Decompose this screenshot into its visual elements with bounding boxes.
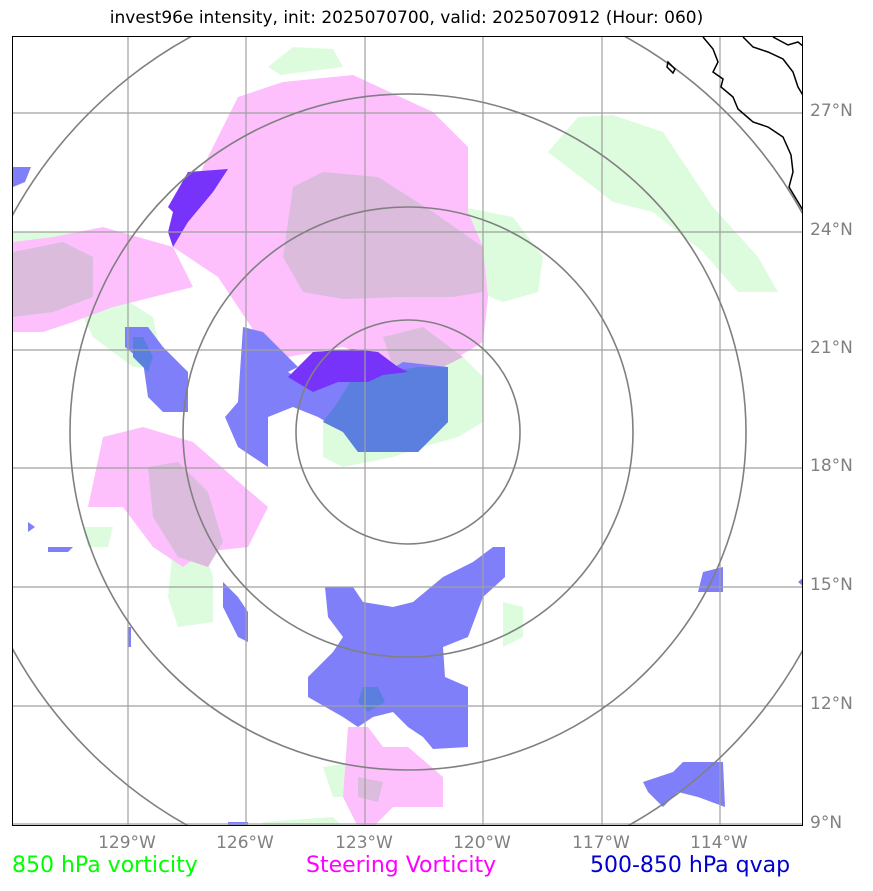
lon-label: 117°W (572, 833, 630, 853)
overlap-layer (13, 172, 483, 802)
lon-label: 120°W (453, 833, 511, 853)
qvap-blob (643, 762, 725, 807)
qvap-blob (28, 522, 35, 532)
lon-label: 123°W (335, 833, 393, 853)
lat-label: 12°N (810, 694, 853, 714)
qvap-blob (223, 582, 248, 642)
map-title: invest96e intensity, init: 2025070700, v… (109, 8, 704, 28)
lon-label: 126°W (216, 833, 274, 853)
legend-steering: Steering Vorticity (306, 853, 497, 878)
qvap-overlap-blob (133, 337, 153, 372)
qvap-blob (48, 547, 73, 552)
coastline-mainland (702, 37, 802, 211)
vorticity-blob (548, 115, 778, 292)
lat-label: 18°N (810, 456, 853, 476)
qvap-steering-blob (288, 349, 408, 392)
overlap-blob (283, 172, 483, 299)
qvap-steering-blob (168, 169, 228, 247)
lat-label: 21°N (810, 338, 853, 358)
lat-label: 15°N (810, 575, 853, 595)
steering-blob (343, 727, 443, 825)
qvap-blob (128, 627, 131, 647)
qvap-blob (308, 547, 505, 749)
map-canvas (13, 37, 802, 825)
lat-label: 24°N (810, 220, 853, 240)
qvap-blob (798, 578, 802, 586)
vorticity-blob (83, 527, 113, 547)
qvap-blob (698, 567, 723, 592)
overlap-blob (148, 462, 223, 567)
lon-label: 129°W (98, 833, 156, 853)
qvap-overlap-blob (323, 367, 448, 452)
coastline-islands (666, 60, 676, 75)
map-plot-area (12, 36, 803, 826)
qvap-steering-overlap (168, 169, 408, 392)
qvap-blob (13, 167, 31, 187)
lat-label: 27°N (810, 101, 853, 121)
legend-qvap: 500-850 hPa qvap (590, 853, 791, 878)
legend-vorticity: 850 hPa vorticity (12, 853, 198, 878)
vorticity-blob (268, 47, 343, 75)
overlap-blob (358, 777, 383, 802)
vorticity-blob (263, 817, 341, 825)
vorticity-blob (503, 602, 523, 647)
overlap-blob (13, 242, 93, 317)
coastline (666, 37, 802, 211)
coastline-gulf (772, 37, 802, 47)
lon-label: 114°W (690, 833, 748, 853)
graticule (13, 37, 802, 825)
coastline-baja (742, 37, 802, 96)
lat-label: 9°N (810, 813, 843, 833)
range-rings (13, 37, 802, 825)
